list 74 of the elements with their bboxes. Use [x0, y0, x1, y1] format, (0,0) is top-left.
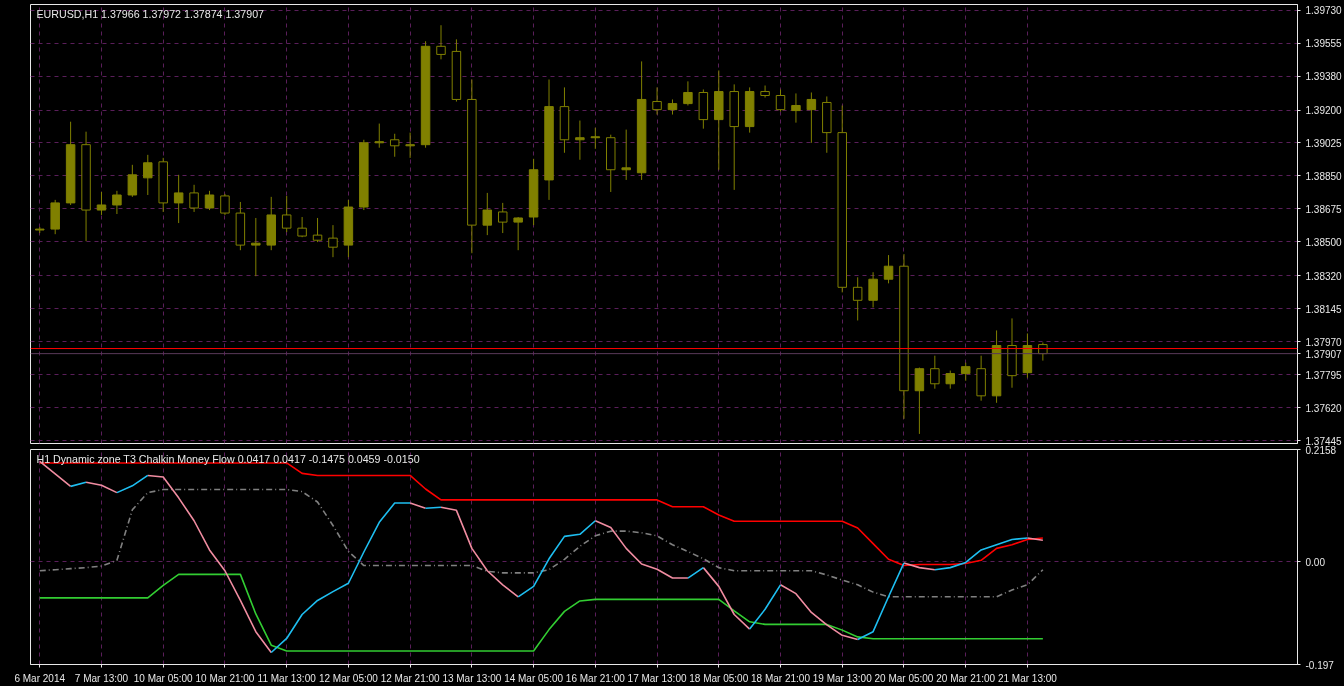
y-tick-label: 1.39380 — [1305, 71, 1343, 83]
y-tick-label: 1.37970 — [1305, 336, 1343, 348]
candlestick — [590, 127, 601, 150]
y-tick-label: 1.38320 — [1305, 270, 1343, 282]
candlestick — [760, 85, 770, 99]
candlestick — [621, 129, 631, 181]
candlestick — [220, 193, 230, 216]
x-tick-label: 20 Mar 21:00 — [936, 672, 996, 684]
y-tick-label: 1.38850 — [1305, 170, 1343, 182]
candlestick — [914, 367, 925, 435]
candlestick — [374, 123, 385, 149]
candlestick — [173, 174, 184, 224]
x-tick-label: 12 Mar 05:00 — [318, 672, 379, 684]
line-series — [38, 573, 1044, 652]
candlestick — [497, 202, 508, 234]
line-series — [38, 488, 1044, 598]
y-tick-label: 1.38145 — [1305, 303, 1343, 315]
candlestick — [513, 216, 523, 251]
x-tick-label: 19 Mar 13:00 — [812, 672, 873, 684]
candlestick — [960, 362, 971, 382]
x-tick-label: 7 Mar 13:00 — [74, 672, 129, 684]
candlestick — [328, 224, 338, 258]
candlestick — [143, 154, 153, 196]
candlestick — [775, 88, 786, 113]
ref-line-label: 1.37907 — [1305, 348, 1343, 360]
y-tick-label: 0.00 — [1305, 556, 1326, 568]
y-tick-label: 1.38500 — [1305, 236, 1343, 248]
x-tick-label: 16 Mar 21:00 — [565, 672, 626, 684]
x-tick-label: 6 Mar 2014 — [14, 672, 66, 684]
candlestick — [868, 271, 878, 308]
candlestick — [96, 191, 107, 216]
y-tick-label: 1.39730 — [1305, 5, 1343, 17]
x-tick-label: 20 Mar 05:00 — [874, 672, 934, 684]
y-tick-label: 1.39200 — [1305, 105, 1343, 117]
x-tick-label: 18 Mar 05:00 — [689, 672, 749, 684]
candlestick — [405, 132, 415, 159]
y-tick-label: 1.38675 — [1305, 203, 1343, 215]
x-tick-label: 14 Mar 05:00 — [504, 672, 564, 684]
candlestick — [127, 164, 138, 198]
y-tick-label: 1.39025 — [1305, 137, 1343, 149]
candlestick — [652, 86, 662, 116]
candlestick — [312, 217, 323, 243]
candlestick — [575, 120, 585, 161]
candlestick — [436, 24, 446, 60]
candlestick — [112, 190, 122, 215]
candlestick — [852, 276, 863, 321]
x-tick-label: 10 Mar 05:00 — [133, 672, 194, 684]
candlestick — [389, 133, 400, 158]
y-tick-label: 1.37445 — [1305, 435, 1343, 447]
y-tick-label: -0.197 — [1305, 659, 1335, 671]
candlestick — [281, 195, 292, 233]
candlestick — [204, 190, 215, 211]
y-tick-label: 1.37620 — [1305, 402, 1343, 414]
candlestick — [683, 80, 693, 106]
x-tick-label: 10 Mar 21:00 — [195, 672, 255, 684]
candlestick — [482, 192, 493, 236]
y-tick-label: 1.37795 — [1305, 369, 1343, 381]
x-tick-label: 18 Mar 21:00 — [751, 672, 811, 684]
y-tick-label: 0.2158 — [1305, 444, 1337, 456]
x-tick-label: 21 Mar 13:00 — [997, 672, 1058, 684]
candlestick — [930, 355, 940, 390]
chart-title: H1 Dynamic zone T3 Chalkin Money Flow 0.0417 0.0417 -0.1475 0.0459 -0.0150 — [36, 452, 420, 465]
candlestick — [791, 92, 801, 124]
y-tick-label: 1.39555 — [1305, 38, 1343, 50]
x-tick-label: 12 Mar 21:00 — [380, 672, 441, 684]
candlestick — [189, 184, 199, 213]
candlestick — [945, 370, 956, 390]
chart-title: EURUSD,H1 1.37966 1.37972 1.37874 1.37907 — [36, 7, 265, 20]
candlestick — [806, 91, 817, 144]
candlestick — [883, 254, 894, 284]
x-tick-label: 11 Mar 13:00 — [257, 672, 317, 684]
x-tick-label: 13 Mar 13:00 — [442, 672, 502, 684]
x-tick-label: 17 Mar 13:00 — [627, 672, 687, 684]
candlestick — [251, 217, 261, 277]
